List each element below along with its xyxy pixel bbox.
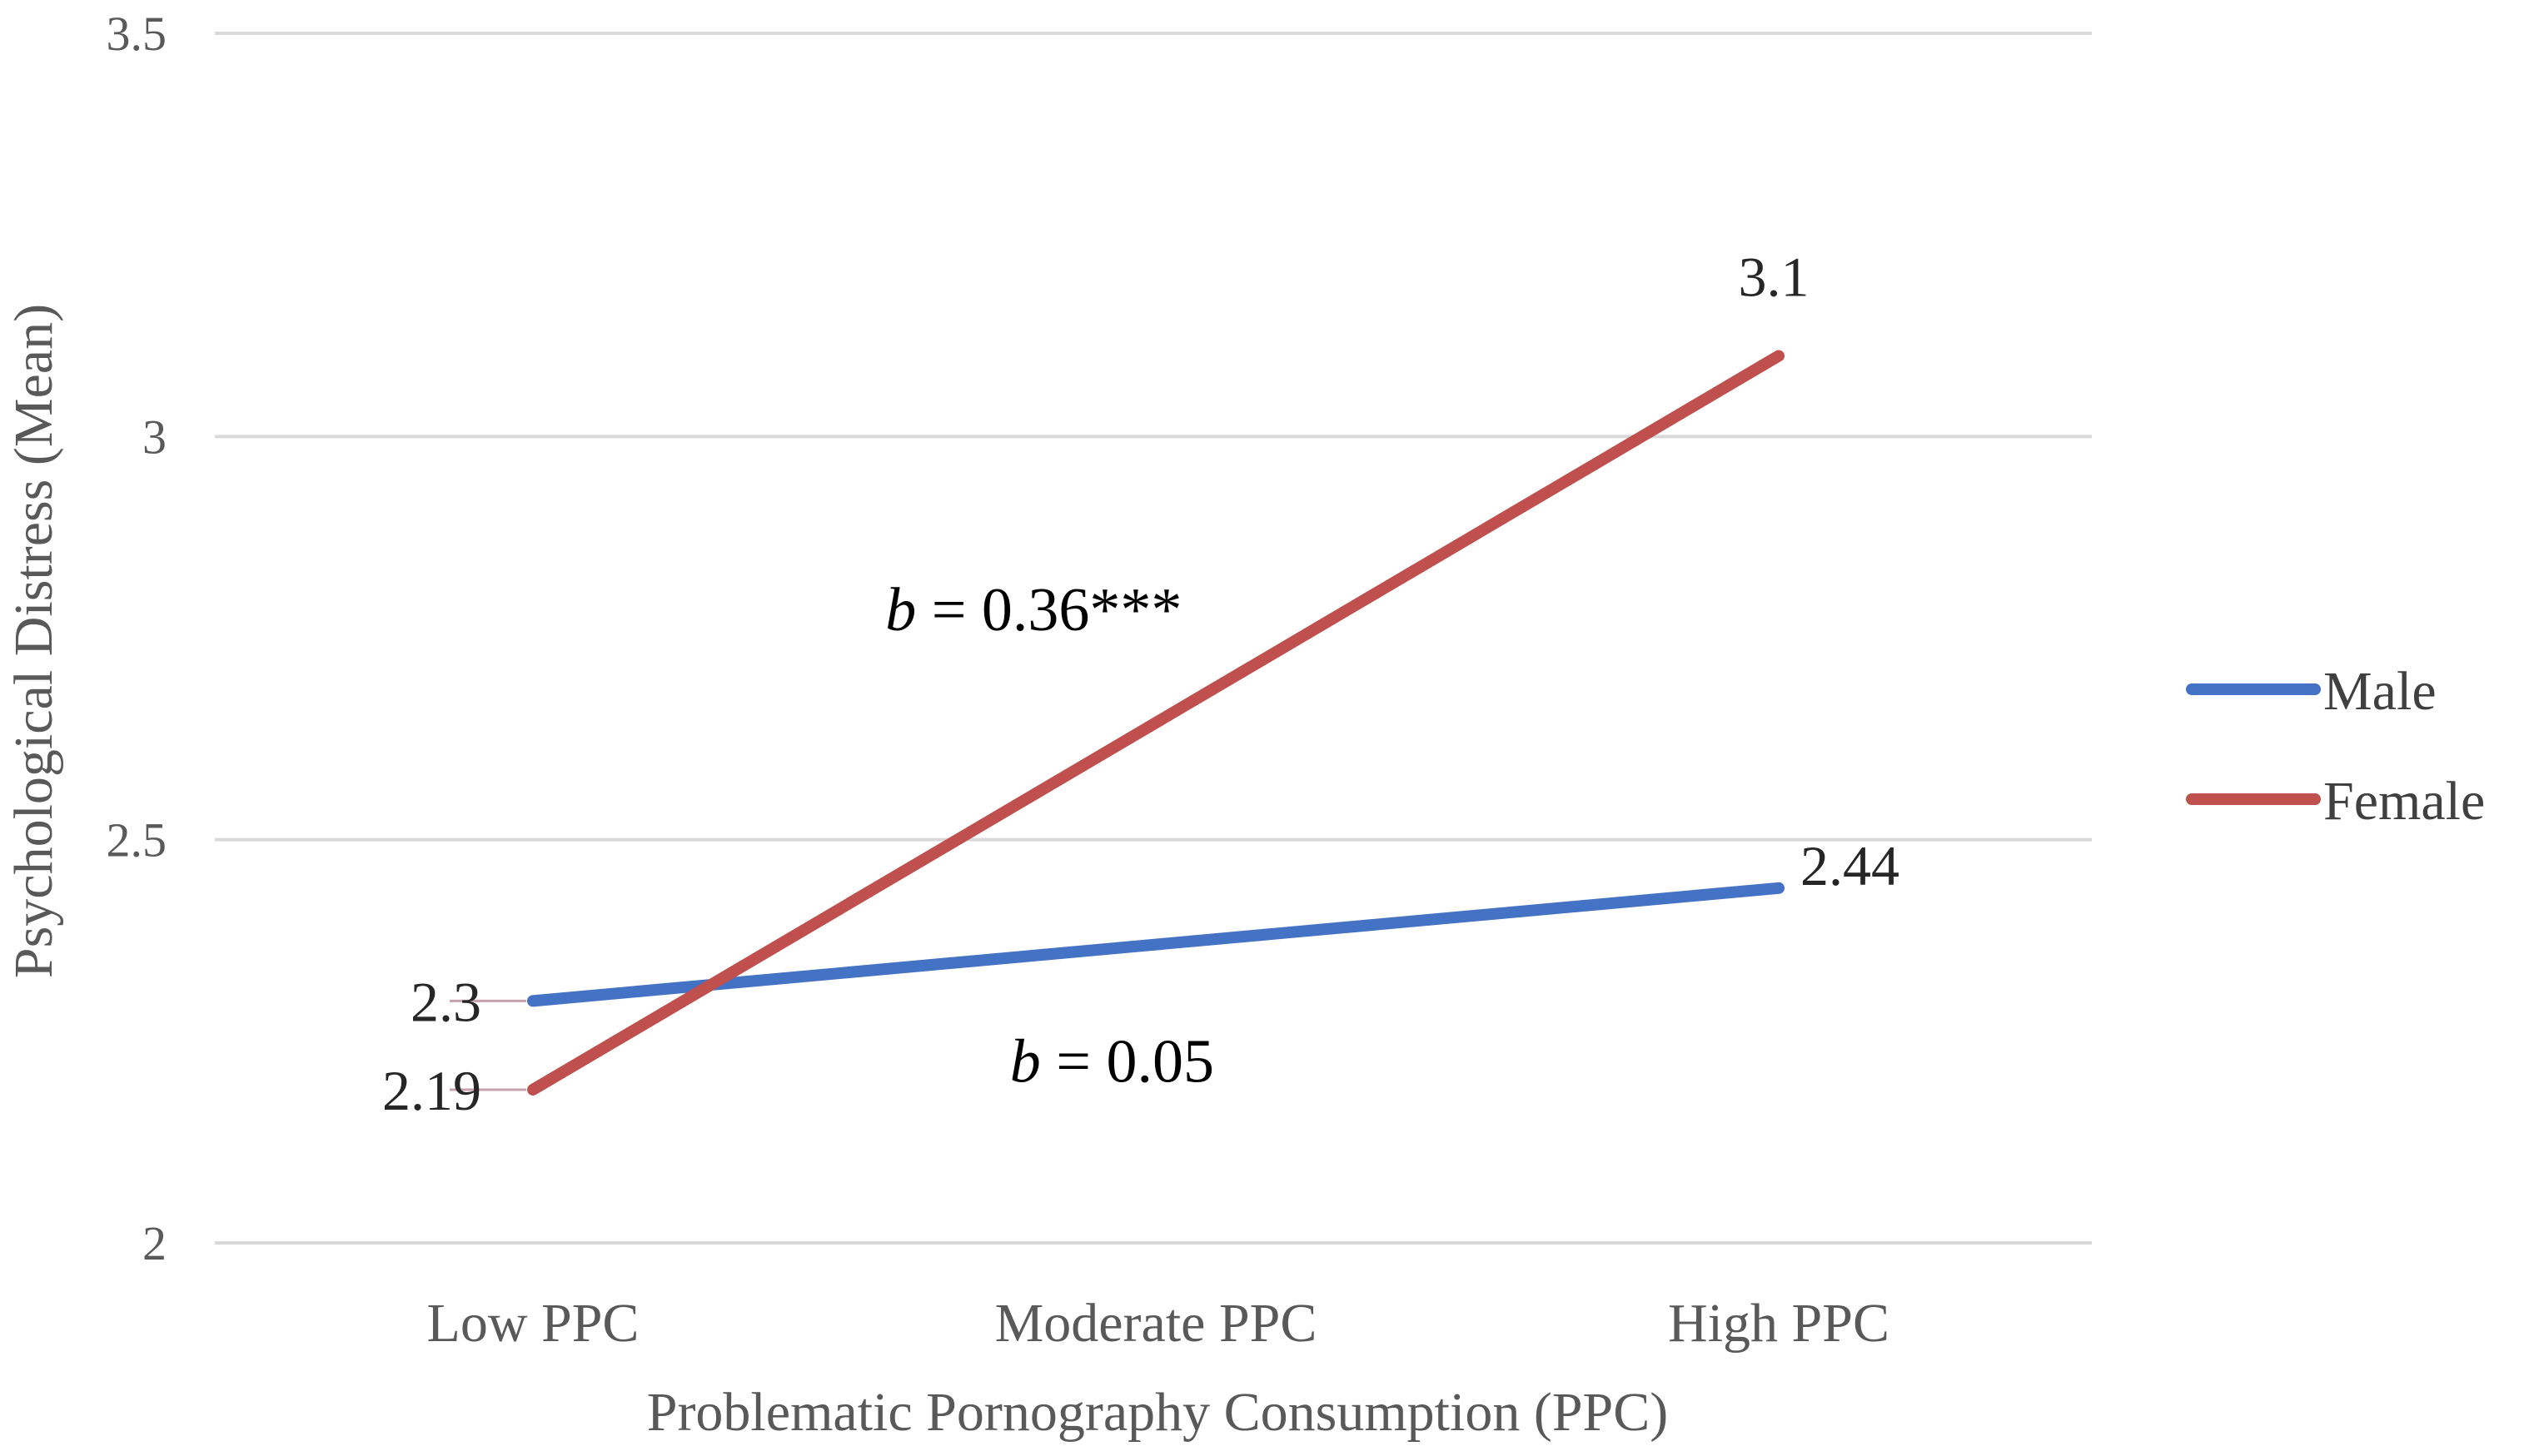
- x-axis-title: Problematic Pornography Consumption (PPC…: [647, 1382, 1668, 1443]
- data-label-male: 2.3: [411, 970, 481, 1033]
- slope-annotation-female: b = 0.36***: [885, 576, 1182, 644]
- data-label-female: 3.1: [1739, 245, 1810, 308]
- y-axis-title: Psychological Distress (Mean): [3, 304, 64, 978]
- series-lines: [527, 350, 1785, 1096]
- y-tick-label: 3: [142, 410, 167, 464]
- slope-annotation-male: b = 0.05: [1010, 1027, 1214, 1096]
- slope-symbol: b: [1010, 1027, 1041, 1096]
- legend-label-female: Female: [2323, 771, 2485, 832]
- x-axis-categories: Low PPC Moderate PPC High PPC: [427, 1293, 1889, 1354]
- legend: Male Female: [2186, 661, 2485, 832]
- data-label-male: 2.44: [1800, 834, 1899, 897]
- y-tick-label: 2: [142, 1216, 167, 1270]
- x-category-label: High PPC: [1668, 1293, 1889, 1354]
- series-line-female: [527, 350, 1785, 1096]
- x-category-label: Low PPC: [427, 1293, 640, 1354]
- data-labels: 2.3 2.44 2.19 3.1: [382, 245, 1899, 1121]
- x-category-label: Moderate PPC: [995, 1293, 1317, 1354]
- series-line-male: [527, 882, 1785, 1007]
- gridlines: [215, 32, 2092, 1245]
- slope-symbol: b: [885, 576, 916, 644]
- y-tick-label: 3.5: [107, 7, 167, 61]
- slope-value: = 0.05: [1041, 1027, 1214, 1096]
- slope-value: = 0.36***: [916, 576, 1182, 644]
- slope-annotations: b = 0.36***b = 0.05: [885, 576, 1214, 1096]
- y-axis-ticks: 2 2.5 3 3.5: [107, 7, 167, 1270]
- data-label-female: 2.19: [382, 1059, 481, 1122]
- legend-label-male: Male: [2323, 661, 2437, 722]
- y-tick-label: 2.5: [107, 813, 167, 867]
